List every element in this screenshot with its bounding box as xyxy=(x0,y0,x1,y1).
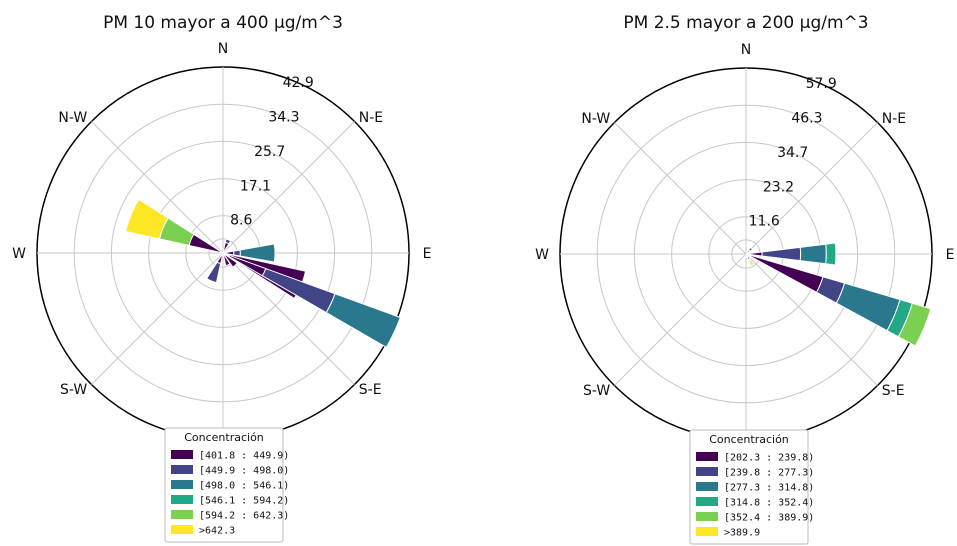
grid-spoke xyxy=(91,121,224,254)
windrose-bars xyxy=(125,198,401,348)
radial-tick-label: 25.7 xyxy=(254,144,285,160)
radial-tick-label: 11.6 xyxy=(749,214,780,230)
grid-spoke xyxy=(614,253,747,386)
windrose-segment xyxy=(747,258,755,267)
grid-spoke xyxy=(745,122,878,255)
legend-swatch xyxy=(171,480,193,489)
windrose-segment xyxy=(825,242,837,266)
grid-spoke xyxy=(614,122,747,255)
grid-spoke xyxy=(222,121,355,254)
legend-entry: [449.9 : 498.0) xyxy=(199,466,289,477)
radial-tick-label: 42.9 xyxy=(283,75,314,91)
legend-title: Concentración xyxy=(184,431,264,444)
chart-title: PM 10 mayor a 400 µg/m^3 xyxy=(103,13,343,33)
windrose-segment xyxy=(222,252,238,268)
legend-entry: [239.8 : 277.3) xyxy=(724,468,814,479)
legend-entry: [352.4 : 389.9) xyxy=(724,513,814,524)
legend-swatch xyxy=(171,525,193,534)
grid-spoke xyxy=(222,252,355,385)
legend-title: Concentración xyxy=(709,433,789,446)
radial-tick-label: 17.1 xyxy=(240,178,271,194)
grid-spoke xyxy=(91,252,224,385)
legend-swatch xyxy=(696,497,718,506)
windrose-segment xyxy=(325,293,401,348)
legend-frame xyxy=(689,429,809,545)
radial-tick-label: 23.2 xyxy=(763,179,794,195)
legend-swatch xyxy=(171,450,193,459)
direction-label: N-E xyxy=(359,110,383,126)
direction-label: W xyxy=(535,247,549,263)
legend-swatch xyxy=(696,512,718,521)
windrose-segment xyxy=(748,246,754,252)
radial-tick-labels: 11.6 23.2 34.7 46.3 57.9 xyxy=(749,76,837,229)
legend: Concentración [202.3 : 239.8) [239.8 : 27… xyxy=(689,429,814,545)
direction-labels: N N-E E S-E S-W W N-W xyxy=(12,41,431,398)
pm10-windrose: PM 10 mayor a 400 µg/m^3 N N-E E S-E S-W W N-W… xyxy=(12,13,431,543)
chart-title: PM 2.5 mayor a 200 µg/m^3 xyxy=(623,13,868,33)
windrose-segment xyxy=(125,198,169,240)
legend-swatch xyxy=(696,467,718,476)
radial-tick-label: 34.7 xyxy=(777,145,808,161)
direction-label: S-E xyxy=(882,383,905,399)
legend-entry: [202.3 : 239.8) xyxy=(724,453,814,464)
windrose-segment xyxy=(222,252,231,267)
radial-tick-labels: 8.6 17.1 25.7 34.3 42.9 xyxy=(230,75,314,228)
direction-label: S-E xyxy=(359,382,382,398)
windrose-segment xyxy=(897,302,932,347)
direction-label: S-W xyxy=(60,382,87,398)
legend-entry: [401.8 : 449.9) xyxy=(199,451,289,462)
pm25-windrose: PM 2.5 mayor a 200 µg/m^3 N N-E E S-E S-W W N-… xyxy=(535,13,954,545)
direction-label: E xyxy=(946,247,955,263)
direction-label: S-W xyxy=(583,383,610,399)
direction-label: N xyxy=(741,42,751,58)
legend-entry: [277.3 : 314.8) xyxy=(724,483,814,494)
windrose-segment xyxy=(239,243,276,263)
legend-swatch xyxy=(696,527,718,536)
legend-swatch xyxy=(171,495,193,504)
grid-spoke xyxy=(745,253,878,386)
legend: Concentración [401.8 : 449.9) [449.9 : 49… xyxy=(164,427,289,543)
legend-entry: [594.2 : 642.3) xyxy=(199,511,289,522)
radial-tick-label: 34.3 xyxy=(268,110,299,126)
legend-entry: [314.8 : 352.4) xyxy=(724,498,814,509)
radial-tick-label: 57.9 xyxy=(806,76,837,92)
direction-labels: N N-E E S-E S-W W N-W xyxy=(535,42,954,399)
legend-entry: [498.0 : 546.1) xyxy=(199,481,289,492)
direction-label: N-E xyxy=(882,111,906,127)
windrose-segment xyxy=(206,261,222,284)
legend-swatch xyxy=(696,482,718,491)
direction-label: W xyxy=(12,246,26,262)
direction-label: N-W xyxy=(581,111,610,127)
windrose-segment xyxy=(224,238,232,245)
windrose-segment xyxy=(799,243,827,265)
direction-label: N xyxy=(218,41,228,57)
legend-frame xyxy=(164,427,284,543)
legend-entry: >642.3 xyxy=(199,526,235,537)
legend-swatch xyxy=(171,465,193,474)
windrose-bars xyxy=(745,242,932,347)
legend-swatch xyxy=(171,510,193,519)
radial-tick-label: 8.6 xyxy=(230,213,252,229)
legend-entry: [546.1 : 594.2) xyxy=(199,496,289,507)
direction-label: E xyxy=(423,246,432,262)
radial-tick-label: 46.3 xyxy=(791,111,822,127)
direction-label: N-W xyxy=(58,110,87,126)
legend-swatch xyxy=(696,452,718,461)
legend-entry: >389.9 xyxy=(724,528,760,539)
